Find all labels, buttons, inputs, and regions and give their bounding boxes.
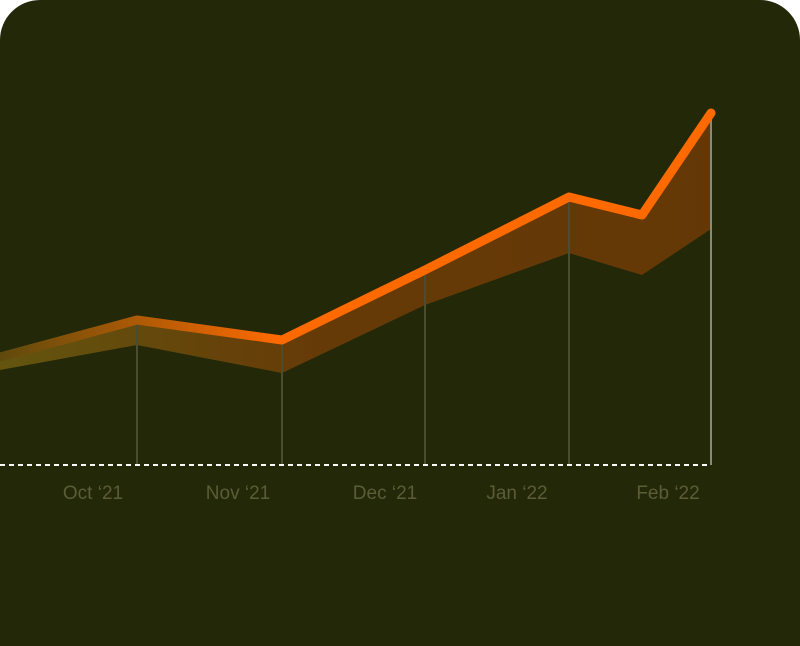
band <box>0 113 711 373</box>
x-tick-label: Feb ‘22 <box>636 483 699 504</box>
x-tick-label: Dec ‘21 <box>353 483 417 504</box>
x-tick-label: Oct ‘21 <box>63 483 123 504</box>
line <box>0 108 716 362</box>
x-tick-label: Nov ‘21 <box>206 483 270 504</box>
x-tick-label: Jan ‘22 <box>486 483 547 504</box>
